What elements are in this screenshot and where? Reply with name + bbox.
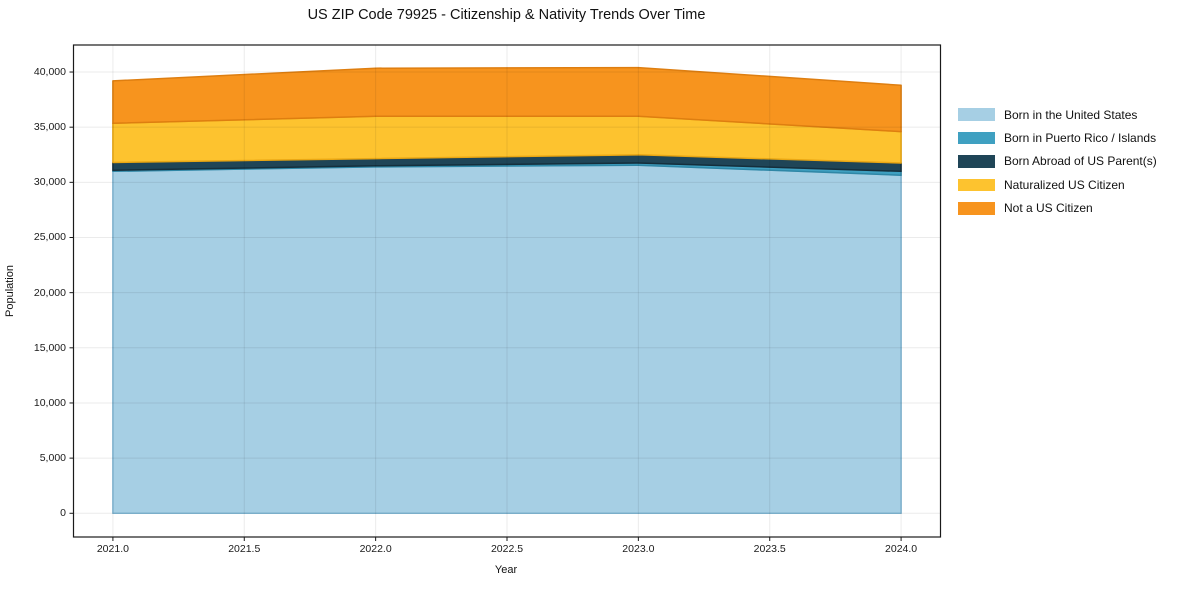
x-tick-label: 2023.5 (753, 543, 786, 555)
legend-label: Born in Puerto Rico / Islands (1004, 131, 1157, 146)
legend-label: Naturalized US Citizen (1004, 177, 1125, 192)
y-tick-label: 40,000 (33, 66, 66, 79)
x-axis-label: Year (494, 564, 518, 576)
x-tick-label: 2022.0 (359, 543, 392, 555)
legend-item-not-citizen: Not a US Citizen (958, 197, 1157, 220)
legend-item-born-in-us: Born in the United States (958, 103, 1157, 126)
y-tick-label: 35,000 (33, 121, 66, 134)
y-tick-label: 15,000 (33, 341, 66, 354)
y-tick-label: 10,000 (33, 396, 66, 409)
legend-label: Not a US Citizen (1004, 201, 1093, 216)
legend-label: Born in the United States (1004, 107, 1138, 122)
x-tick-label: 2021.0 (96, 543, 129, 555)
x-tick-label: 2022.5 (490, 543, 524, 555)
area-series-4 (112, 66, 902, 133)
legend-item-puerto-rico-islands: Born in Puerto Rico / Islands (958, 126, 1157, 149)
legend-swatch-born-abroad (958, 155, 995, 168)
y-tick-label: 5,000 (39, 452, 66, 465)
y-tick-label: 20,000 (33, 286, 66, 299)
legend: Born in the United States Born in Puerto… (958, 103, 1157, 220)
legend-item-naturalized: Naturalized US Citizen (958, 173, 1157, 196)
y-tick-label: 25,000 (33, 231, 66, 244)
legend-swatch-born-in-us (958, 108, 995, 121)
y-tick-label: 0 (60, 507, 66, 520)
legend-label: Born Abroad of US Parent(s) (1004, 154, 1157, 169)
x-tick-label: 2024.0 (885, 543, 918, 555)
legend-swatch-puerto-rico-islands (958, 131, 995, 145)
x-tick-label: 2023.0 (622, 543, 655, 555)
legend-item-born-abroad: Born Abroad of US Parent(s) (958, 150, 1157, 173)
x-tick-label: 2021.5 (228, 543, 261, 555)
y-tick-label: 30,000 (33, 176, 66, 189)
legend-swatch-not-citizen (958, 202, 995, 215)
legend-swatch-naturalized (958, 178, 995, 192)
chart-title: US ZIP Code 79925 - Citizenship & Nativi… (307, 7, 706, 23)
